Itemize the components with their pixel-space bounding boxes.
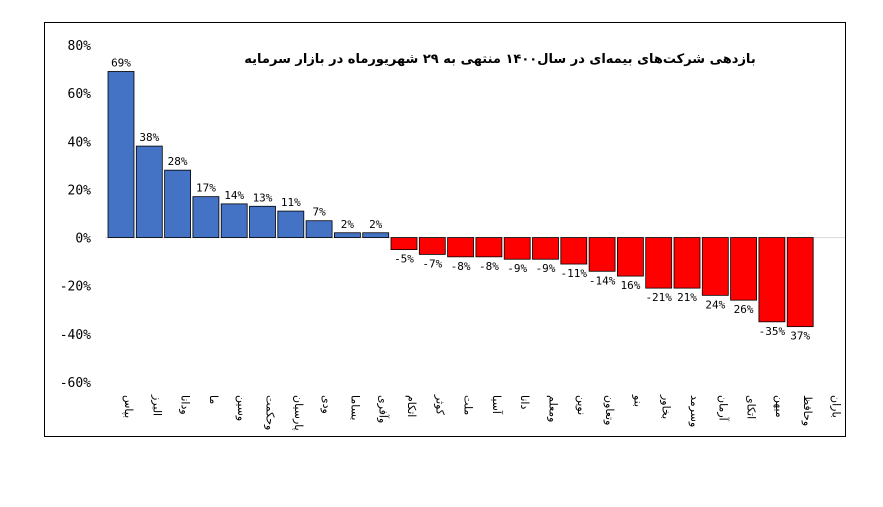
category-label: بساما [348, 395, 361, 420]
bar [588, 237, 616, 272]
category-label: وسین [235, 395, 248, 421]
y-tick-label: -20% [60, 280, 91, 295]
bar [249, 205, 276, 238]
category-label: آسیا [490, 395, 504, 415]
category-label: بپاس [122, 395, 135, 418]
data-label: 69% [111, 56, 131, 69]
category-label: وتعاون [603, 395, 616, 425]
category-label: نوین [575, 395, 588, 415]
category-label: ودانا [179, 395, 192, 415]
data-label: -8% [451, 260, 471, 273]
bar [390, 237, 418, 251]
category-label: ما [207, 395, 220, 404]
data-label: 37% [790, 330, 810, 343]
data-label: 28% [168, 155, 188, 168]
category-label: البرز [150, 394, 163, 416]
bar [192, 196, 220, 238]
bar [220, 203, 248, 238]
data-label: 2% [369, 218, 383, 231]
bars [107, 71, 814, 328]
data-label: -8% [479, 260, 499, 273]
bar-chart: 80% 60% 40% 20% 0% -20% -40% -60% 69% 38% 28% 17% 1… [60, 39, 845, 431]
bar [135, 145, 163, 238]
bar [475, 237, 503, 258]
bar [645, 237, 673, 289]
category-label: باران [830, 395, 843, 418]
category-label: بخاور [660, 394, 673, 419]
bar [758, 237, 786, 323]
chart-title: بازدهی شرکت‌های بیمه‌ای در سال۱۴۰۰ منتهی… [244, 52, 755, 67]
chart-frame: 80% 60% 40% 20% 0% -20% -40% -60% 69% 38% 28% 17% 1… [44, 22, 846, 437]
data-label: 26% [734, 303, 754, 316]
y-tick-label: 60% [68, 87, 92, 102]
bar [730, 237, 757, 301]
data-label: 21% [677, 291, 697, 304]
data-label: 38% [139, 131, 159, 144]
data-label: -9% [536, 262, 556, 275]
category-label: وحافظ [801, 395, 814, 426]
bar [277, 210, 305, 238]
data-label: -35% [759, 325, 786, 338]
y-tick-label: 80% [68, 39, 92, 54]
bar [164, 169, 191, 238]
y-tick-label: -40% [60, 328, 91, 343]
data-label: 14% [224, 189, 244, 202]
category-label: ملت [462, 395, 475, 415]
category-label: اتکام [405, 395, 418, 417]
data-label: -7% [422, 257, 442, 270]
category-label: ومعلم [547, 395, 560, 422]
y-tick-label: 40% [68, 135, 92, 150]
category-label: بنو [631, 394, 644, 407]
bar [305, 220, 333, 238]
bar [560, 237, 588, 265]
category-label: میهن [773, 395, 786, 418]
y-axis-ticks: 80% 60% 40% 20% 0% -20% -40% -60% [60, 39, 91, 391]
data-label: -11% [561, 267, 588, 280]
data-label: 2% [341, 218, 355, 231]
data-label: -14% [589, 274, 616, 287]
bar [617, 237, 644, 277]
bar [673, 237, 701, 289]
category-label: آرمان [716, 395, 730, 422]
bar [503, 237, 531, 260]
data-label: -9% [507, 262, 527, 275]
data-label: 17% [196, 182, 216, 195]
bar [107, 71, 135, 238]
category-label: کوثر [433, 394, 446, 416]
bar [786, 237, 814, 328]
category-label: وحکمت [264, 395, 277, 430]
data-label: 16% [620, 279, 640, 292]
category-label: ودی [320, 395, 333, 414]
data-labels: 69%38%28%17%14% 13% 11%7%2% 2%-5% -7% -8% -8% -… [111, 56, 810, 342]
data-label: 13% [253, 191, 273, 204]
bar [447, 237, 475, 258]
category-labels: بپاس البرز ودانا ما وسین وحکمت پارسیان ودی بساما… [122, 394, 843, 431]
bar [333, 232, 361, 238]
bar [701, 237, 729, 296]
category-label: اتکای [745, 395, 758, 419]
data-label: 24% [705, 298, 725, 311]
category-label: پارسیان [292, 395, 305, 431]
data-label: -5% [394, 253, 414, 266]
bar [418, 237, 446, 255]
bar [532, 237, 559, 260]
data-label: -21% [645, 291, 672, 304]
category-label: دانا [518, 395, 531, 409]
category-label: وسرمد [688, 395, 701, 427]
bar [362, 232, 390, 238]
category-label: وآفری [377, 395, 391, 423]
data-label: 7% [312, 206, 326, 219]
y-tick-label: -60% [60, 376, 91, 391]
y-tick-label: 20% [68, 183, 92, 198]
data-label: 11% [281, 196, 301, 209]
y-tick-label: 0% [75, 232, 91, 247]
